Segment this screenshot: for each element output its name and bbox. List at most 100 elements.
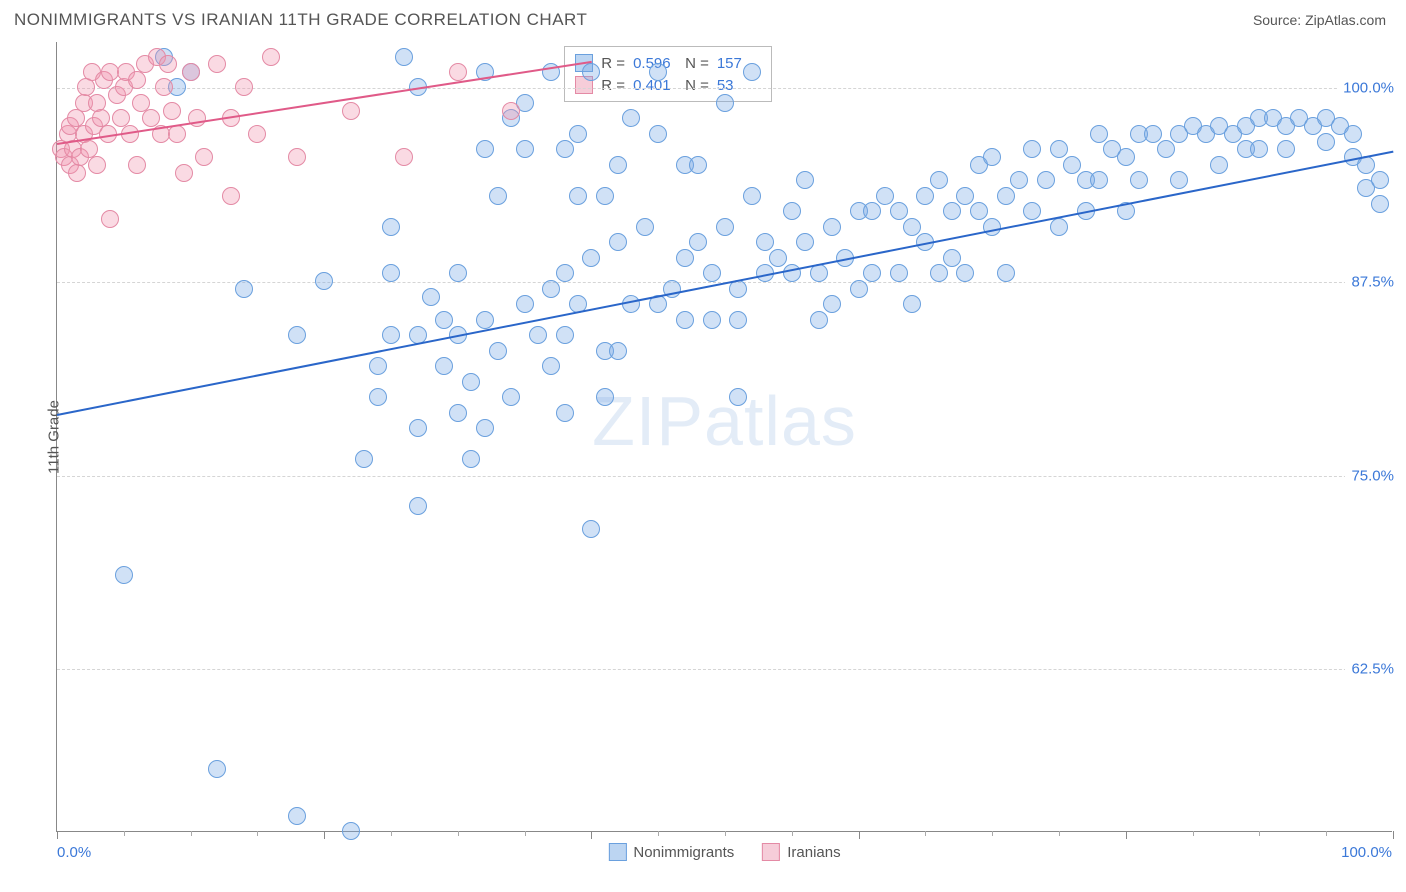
scatter-point-nonimmigrants bbox=[288, 326, 306, 344]
scatter-point-nonimmigrants bbox=[435, 357, 453, 375]
scatter-point-iranians bbox=[449, 63, 467, 81]
scatter-point-nonimmigrants bbox=[315, 272, 333, 290]
scatter-point-iranians bbox=[68, 164, 86, 182]
x-tick bbox=[1126, 831, 1127, 839]
scatter-point-nonimmigrants bbox=[716, 94, 734, 112]
x-tick bbox=[57, 831, 58, 839]
scatter-point-nonimmigrants bbox=[382, 218, 400, 236]
scatter-point-nonimmigrants bbox=[115, 566, 133, 584]
stats-r-label: R = bbox=[601, 77, 625, 94]
scatter-point-nonimmigrants bbox=[502, 388, 520, 406]
x-tick bbox=[859, 831, 860, 839]
scatter-point-nonimmigrants bbox=[582, 63, 600, 81]
legend-label: Iranians bbox=[787, 844, 840, 861]
x-tick-minor bbox=[925, 831, 926, 836]
scatter-point-nonimmigrants bbox=[1157, 140, 1175, 158]
scatter-point-iranians bbox=[502, 102, 520, 120]
x-tick-minor bbox=[725, 831, 726, 836]
scatter-point-nonimmigrants bbox=[649, 63, 667, 81]
scatter-point-nonimmigrants bbox=[876, 187, 894, 205]
scatter-point-nonimmigrants bbox=[1317, 133, 1335, 151]
x-tick-minor bbox=[1193, 831, 1194, 836]
scatter-point-nonimmigrants bbox=[1037, 171, 1055, 189]
scatter-point-iranians bbox=[182, 63, 200, 81]
scatter-point-nonimmigrants bbox=[930, 264, 948, 282]
scatter-point-nonimmigrants bbox=[1170, 171, 1188, 189]
scatter-point-nonimmigrants bbox=[636, 218, 654, 236]
scatter-point-iranians bbox=[235, 78, 253, 96]
x-tick-minor bbox=[658, 831, 659, 836]
scatter-point-nonimmigrants bbox=[729, 388, 747, 406]
scatter-point-nonimmigrants bbox=[1117, 148, 1135, 166]
scatter-point-nonimmigrants bbox=[556, 326, 574, 344]
scatter-point-nonimmigrants bbox=[569, 187, 587, 205]
stats-row-nonimmigrants: R =0.596N =157 bbox=[575, 52, 761, 74]
scatter-point-nonimmigrants bbox=[596, 388, 614, 406]
scatter-point-nonimmigrants bbox=[556, 264, 574, 282]
scatter-point-nonimmigrants bbox=[435, 311, 453, 329]
stats-row-iranians: R =0.401N =53 bbox=[575, 74, 761, 96]
scatter-point-iranians bbox=[342, 102, 360, 120]
scatter-point-nonimmigrants bbox=[850, 280, 868, 298]
scatter-point-nonimmigrants bbox=[1130, 171, 1148, 189]
x-tick bbox=[1393, 831, 1394, 839]
scatter-point-nonimmigrants bbox=[796, 171, 814, 189]
scatter-point-nonimmigrants bbox=[997, 187, 1015, 205]
scatter-point-iranians bbox=[262, 48, 280, 66]
x-tick-minor bbox=[257, 831, 258, 836]
y-axis-title: 11th Grade bbox=[45, 400, 62, 474]
scatter-point-iranians bbox=[128, 156, 146, 174]
watermark: ZIPatlas bbox=[592, 381, 857, 461]
scatter-point-nonimmigrants bbox=[970, 202, 988, 220]
scatter-point-nonimmigrants bbox=[810, 311, 828, 329]
scatter-point-nonimmigrants bbox=[676, 311, 694, 329]
scatter-point-nonimmigrants bbox=[476, 311, 494, 329]
x-tick-minor bbox=[1059, 831, 1060, 836]
scatter-point-nonimmigrants bbox=[1023, 140, 1041, 158]
scatter-point-nonimmigrants bbox=[863, 202, 881, 220]
scatter-point-nonimmigrants bbox=[208, 760, 226, 778]
scatter-point-nonimmigrants bbox=[1144, 125, 1162, 143]
scatter-point-nonimmigrants bbox=[743, 63, 761, 81]
scatter-point-nonimmigrants bbox=[582, 249, 600, 267]
scatter-point-nonimmigrants bbox=[1277, 140, 1295, 158]
scatter-point-nonimmigrants bbox=[609, 156, 627, 174]
scatter-point-nonimmigrants bbox=[783, 202, 801, 220]
scatter-point-nonimmigrants bbox=[983, 148, 1001, 166]
scatter-point-nonimmigrants bbox=[756, 233, 774, 251]
scatter-point-iranians bbox=[222, 187, 240, 205]
scatter-point-nonimmigrants bbox=[542, 280, 560, 298]
scatter-point-nonimmigrants bbox=[582, 520, 600, 538]
source-label: Source: ZipAtlas.com bbox=[1253, 12, 1386, 28]
scatter-point-nonimmigrants bbox=[956, 187, 974, 205]
x-tick bbox=[591, 831, 592, 839]
scatter-point-nonimmigrants bbox=[916, 187, 934, 205]
scatter-point-nonimmigrants bbox=[983, 218, 1001, 236]
scatter-point-nonimmigrants bbox=[409, 419, 427, 437]
x-tick bbox=[324, 831, 325, 839]
scatter-point-nonimmigrants bbox=[729, 311, 747, 329]
legend-label: Nonimmigrants bbox=[633, 844, 734, 861]
scatter-point-nonimmigrants bbox=[743, 187, 761, 205]
scatter-point-nonimmigrants bbox=[1010, 171, 1028, 189]
scatter-point-nonimmigrants bbox=[596, 187, 614, 205]
scatter-point-nonimmigrants bbox=[609, 233, 627, 251]
scatter-point-iranians bbox=[248, 125, 266, 143]
scatter-point-iranians bbox=[101, 210, 119, 228]
x-tick-minor bbox=[1326, 831, 1327, 836]
stats-r-label: R = bbox=[601, 55, 625, 72]
scatter-point-nonimmigrants bbox=[569, 125, 587, 143]
x-tick-minor bbox=[792, 831, 793, 836]
scatter-point-nonimmigrants bbox=[1090, 125, 1108, 143]
x-tick-minor bbox=[124, 831, 125, 836]
chart-title: NONIMMIGRANTS VS IRANIAN 11TH GRADE CORR… bbox=[14, 10, 587, 30]
scatter-point-nonimmigrants bbox=[1063, 156, 1081, 174]
scatter-point-nonimmigrants bbox=[1210, 156, 1228, 174]
x-tick-minor bbox=[1259, 831, 1260, 836]
scatter-point-nonimmigrants bbox=[556, 140, 574, 158]
scatter-point-iranians bbox=[128, 71, 146, 89]
scatter-point-nonimmigrants bbox=[903, 218, 921, 236]
x-axis-max-label: 100.0% bbox=[1341, 844, 1392, 861]
scatter-point-iranians bbox=[88, 156, 106, 174]
scatter-point-iranians bbox=[288, 148, 306, 166]
